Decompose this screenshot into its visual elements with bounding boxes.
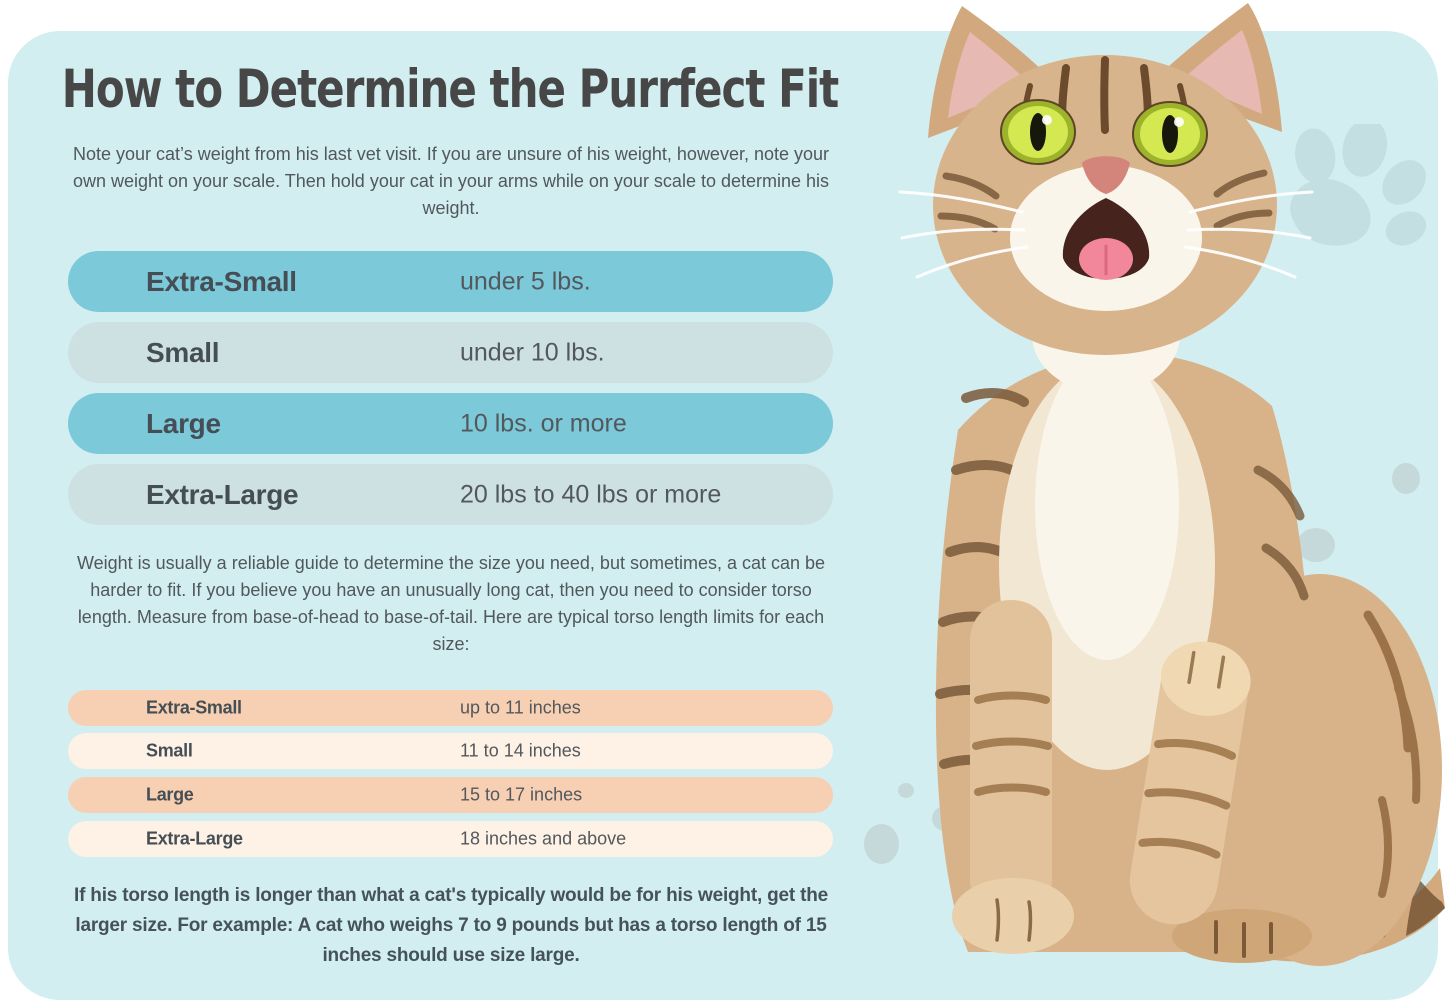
size-label: Small <box>146 740 193 761</box>
paw-blob-icon <box>898 783 914 798</box>
weight-row-extra-large: Extra-Large 20 lbs to 40 lbs or more <box>68 464 833 525</box>
paw-blob-icon <box>864 824 899 864</box>
size-value: under 5 lbs. <box>460 267 591 295</box>
size-label: Extra-Small <box>146 697 242 718</box>
weight-row-small: Small under 10 lbs. <box>68 322 833 383</box>
torso-row-large: Large 15 to 17 inches <box>68 777 833 813</box>
torso-row-small: Small 11 to 14 inches <box>68 733 833 769</box>
size-value: under 10 lbs. <box>460 338 605 366</box>
size-label: Extra-Large <box>146 828 243 849</box>
weight-row-large: Large 10 lbs. or more <box>68 393 833 454</box>
size-value: 10 lbs. or more <box>460 409 627 437</box>
cat-photo-illustration <box>898 3 1445 966</box>
size-value: up to 11 inches <box>460 697 581 718</box>
weight-row-extra-small: Extra-Small under 5 lbs. <box>68 251 833 312</box>
size-value: 20 lbs to 40 lbs or more <box>460 480 722 508</box>
torso-paragraph: Weight is usually a reliable guide to de… <box>76 553 826 654</box>
size-label: Large <box>146 407 221 439</box>
page-title: How to Determine the Purrfect Fit <box>61 58 839 120</box>
torso-row-extra-small: Extra-Small up to 11 inches <box>68 690 833 726</box>
size-value: 11 to 14 inches <box>460 740 581 761</box>
paw-blob-icon <box>1392 463 1420 494</box>
size-label: Extra-Small <box>146 265 297 297</box>
torso-row-extra-large: Extra-Large 18 inches and above <box>68 821 833 857</box>
paw-print-icon <box>1290 124 1427 246</box>
size-label: Extra-Large <box>146 478 299 510</box>
size-label: Large <box>146 784 194 805</box>
size-value: 18 inches and above <box>460 828 627 849</box>
paw-blob-icon <box>1297 528 1335 562</box>
size-value: 15 to 17 inches <box>460 784 583 805</box>
footnote-paragraph: If his torso length is longer than what … <box>74 885 828 966</box>
intro-paragraph: Note your cat’s weight from his last vet… <box>72 144 830 218</box>
size-label: Small <box>146 336 220 368</box>
